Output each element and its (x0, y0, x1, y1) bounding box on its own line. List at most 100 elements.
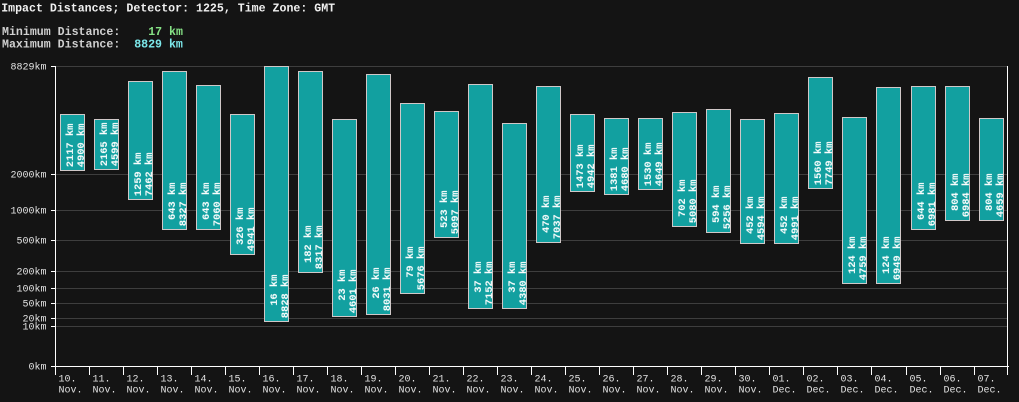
svg-text:18.: 18. (331, 375, 349, 386)
svg-text:7749 km: 7749 km (824, 142, 836, 186)
svg-text:05.: 05. (910, 375, 928, 386)
svg-text:0km: 0km (28, 361, 46, 373)
svg-text:4942 km: 4942 km (586, 145, 598, 189)
svg-text:4900 km: 4900 km (76, 124, 88, 168)
svg-text:500km: 500km (16, 235, 46, 247)
svg-text:37 km: 37 km (473, 262, 485, 293)
svg-text:4599 km: 4599 km (110, 123, 122, 167)
svg-text:Dec.: Dec. (910, 385, 934, 396)
svg-text:5080 km: 5080 km (688, 180, 700, 224)
svg-text:4941 km: 4941 km (246, 208, 258, 252)
svg-text:8327 km: 8327 km (178, 183, 190, 227)
svg-text:8829 km: 8829 km (134, 38, 183, 51)
svg-text:Nov.: Nov. (739, 385, 763, 396)
svg-text:Nov.: Nov. (569, 385, 593, 396)
svg-text:06.: 06. (944, 375, 962, 386)
svg-text:4659 km: 4659 km (995, 174, 1007, 218)
svg-text:Dec.: Dec. (944, 385, 968, 396)
svg-text:14.: 14. (195, 375, 213, 386)
svg-text:Nov.: Nov. (263, 385, 287, 396)
svg-text:13.: 13. (161, 375, 179, 386)
svg-text:79 km: 79 km (405, 247, 417, 278)
svg-text:Nov.: Nov. (229, 385, 253, 396)
svg-text:17.: 17. (297, 375, 315, 386)
svg-text:804 km: 804 km (984, 174, 996, 211)
svg-text:1473 km: 1473 km (575, 145, 587, 189)
svg-text:Nov.: Nov. (93, 385, 117, 396)
svg-text:452 km: 452 km (779, 197, 791, 234)
svg-text:Nov.: Nov. (59, 385, 83, 396)
svg-text:17 km: 17 km (148, 26, 183, 39)
svg-text:8828 km: 8828 km (280, 275, 292, 319)
svg-text:4759 km: 4759 km (858, 237, 870, 281)
svg-text:Dec.: Dec. (875, 385, 899, 396)
svg-text:29.: 29. (705, 375, 723, 386)
svg-text:594 km: 594 km (711, 186, 723, 223)
svg-text:5676 km: 5676 km (416, 247, 428, 291)
svg-text:8317 km: 8317 km (314, 226, 326, 270)
svg-text:01.: 01. (773, 375, 791, 386)
svg-text:5256 km: 5256 km (722, 186, 734, 230)
svg-text:Dec.: Dec. (841, 385, 865, 396)
svg-text:Nov.: Nov. (671, 385, 695, 396)
svg-text:07.: 07. (978, 375, 996, 386)
svg-text:1530 km: 1530 km (643, 143, 655, 187)
svg-text:2165 km: 2165 km (99, 123, 111, 167)
svg-text:20km: 20km (22, 313, 46, 325)
svg-text:Nov.: Nov. (297, 385, 321, 396)
svg-text:4649 km: 4649 km (654, 143, 666, 187)
svg-text:37 km: 37 km (507, 262, 519, 293)
svg-text:23 km: 23 km (337, 270, 349, 301)
svg-text:16.: 16. (263, 375, 281, 386)
svg-text:20.: 20. (399, 375, 417, 386)
svg-text:Nov.: Nov. (127, 385, 151, 396)
svg-text:Nov.: Nov. (467, 385, 491, 396)
svg-text:02.: 02. (807, 375, 825, 386)
svg-text:4680 km: 4680 km (620, 148, 632, 192)
svg-text:452 km: 452 km (745, 197, 757, 234)
svg-text:523 km: 523 km (439, 191, 451, 228)
svg-text:16 km: 16 km (269, 275, 281, 306)
svg-text:4601 km: 4601 km (348, 270, 360, 314)
svg-text:Nov.: Nov. (331, 385, 355, 396)
svg-text:50km: 50km (22, 298, 46, 310)
svg-text:Nov.: Nov. (161, 385, 185, 396)
svg-text:04.: 04. (875, 375, 893, 386)
svg-text:4991 km: 4991 km (790, 197, 802, 241)
svg-text:Nov.: Nov. (399, 385, 423, 396)
svg-text:1560 km: 1560 km (813, 142, 825, 186)
svg-text:26.: 26. (603, 375, 621, 386)
svg-text:Dec.: Dec. (773, 385, 797, 396)
svg-text:4380 km: 4380 km (518, 262, 530, 306)
svg-text:470 km: 470 km (541, 196, 553, 233)
svg-text:Nov.: Nov. (637, 385, 661, 396)
svg-text:Minimum Distance:: Minimum Distance: (2, 26, 120, 39)
svg-text:Dec.: Dec. (978, 385, 1002, 396)
svg-text:Nov.: Nov. (501, 385, 525, 396)
svg-text:Nov.: Nov. (603, 385, 627, 396)
svg-text:200km: 200km (16, 266, 46, 278)
svg-text:643 km: 643 km (167, 183, 179, 220)
svg-text:Nov.: Nov. (433, 385, 457, 396)
svg-text:24.: 24. (535, 375, 553, 386)
svg-text:804 km: 804 km (950, 174, 962, 211)
svg-text:27.: 27. (637, 375, 655, 386)
svg-text:15.: 15. (229, 375, 247, 386)
svg-text:2000km: 2000km (10, 169, 46, 181)
svg-text:182 km: 182 km (303, 226, 315, 263)
svg-text:2117 km: 2117 km (65, 124, 77, 168)
svg-text:643 km: 643 km (201, 183, 213, 220)
svg-text:Nov.: Nov. (705, 385, 729, 396)
svg-text:7060 km: 7060 km (212, 183, 224, 227)
svg-text:6949 km: 6949 km (892, 237, 904, 281)
svg-text:Impact Distances; Detector: 12: Impact Distances; Detector: 1225, Time Z… (1, 2, 335, 15)
svg-text:19.: 19. (365, 375, 383, 386)
svg-text:6981 km: 6981 km (927, 183, 939, 227)
svg-text:4594 km: 4594 km (756, 197, 768, 241)
svg-text:702 km: 702 km (677, 180, 689, 217)
svg-text:30.: 30. (739, 375, 757, 386)
svg-text:28.: 28. (671, 375, 689, 386)
svg-text:124 km: 124 km (881, 237, 893, 274)
svg-text:1000km: 1000km (10, 205, 46, 217)
svg-text:03.: 03. (841, 375, 859, 386)
